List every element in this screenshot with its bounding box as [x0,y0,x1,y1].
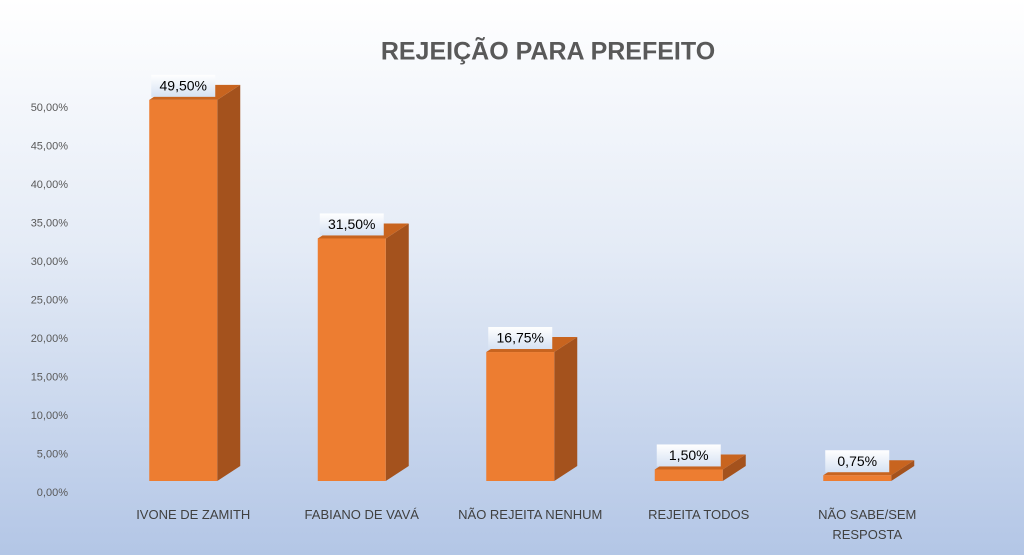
y-tick-label: 30,00% [31,256,69,268]
value-label-box [825,450,890,473]
chart-title: REJEIÇÃO PARA PREFEITO [381,36,715,66]
value-label: 1,50% [669,447,709,463]
y-tick-label: 40,00% [31,179,69,191]
value-label: 49,50% [160,78,207,94]
bar [823,475,892,481]
y-tick-label: 50,00% [31,102,69,114]
bar [486,352,555,481]
bar [654,469,723,481]
y-tick-label: 5,00% [37,448,68,460]
y-tick-label: 35,00% [31,217,69,229]
y-tick-label: 10,00% [31,410,69,422]
y-tick-label: 0,00% [37,487,68,499]
bar [317,238,386,481]
value-label: 16,75% [497,330,544,346]
y-tick-label: 20,00% [31,333,69,345]
x-tick-label: IVONE DE ZAMITH [136,507,251,522]
bar-side [722,454,746,481]
bar-side [385,223,409,481]
x-tick-label: NÃO SABE/SEM RESPOSTA [818,507,917,542]
bar-side [217,84,241,481]
bar [149,99,218,481]
value-label-box [488,327,553,350]
y-tick-label: 15,00% [31,371,69,383]
value-label-box [151,74,216,97]
y-tick-label: 25,00% [31,294,69,306]
bar-side [554,337,578,481]
bar-side [891,460,915,481]
value-label: 0,75% [837,453,877,469]
y-tick-label: 45,00% [31,140,69,152]
x-tick-label: REJEITA TODOS [648,507,750,522]
value-label-box [319,213,384,236]
x-tick-label: FABIANO DE VAVÁ [304,507,419,522]
value-label: 31,50% [328,216,375,232]
value-label-box [656,444,721,467]
x-tick-label: NÃO REJEITA NENHUM [458,507,603,522]
